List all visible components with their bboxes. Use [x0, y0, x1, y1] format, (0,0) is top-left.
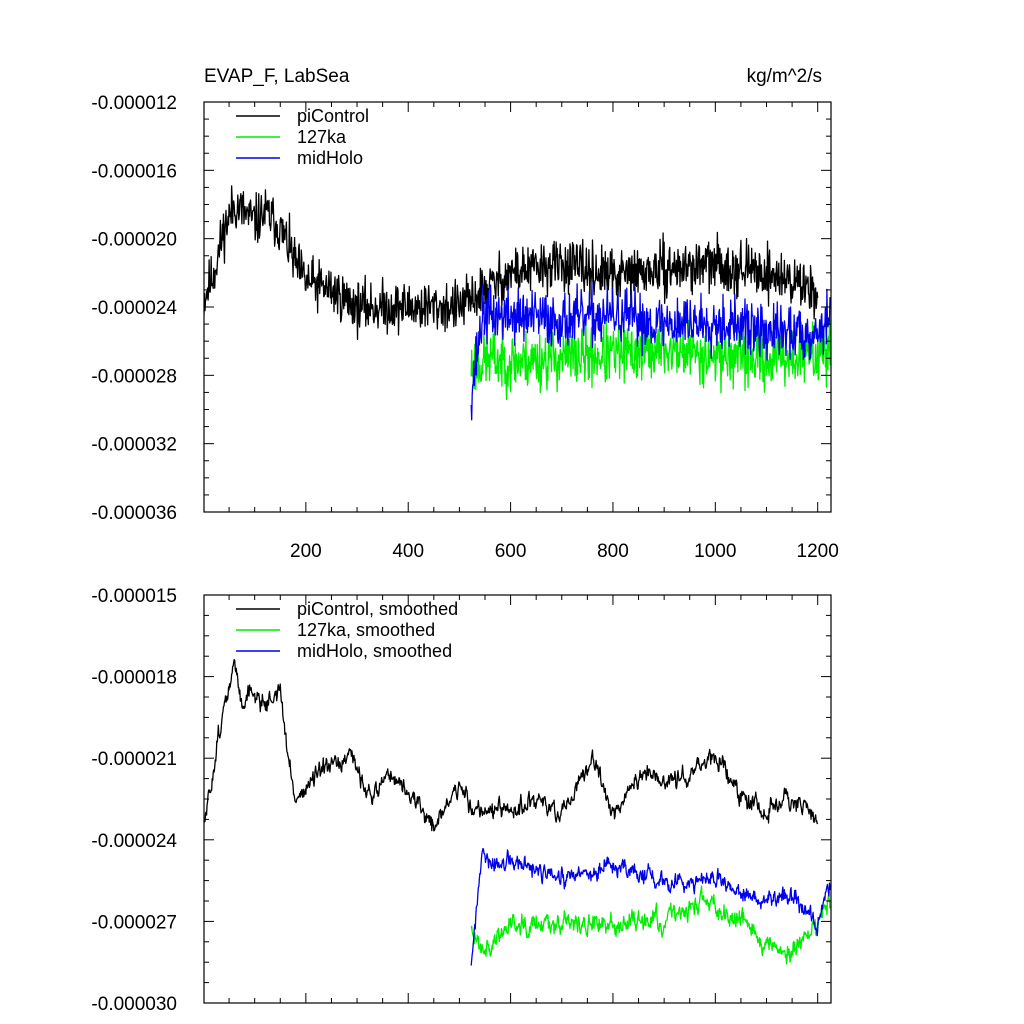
x-tick-label: 1200: [797, 541, 839, 562]
bottom-panel-smoothed: -0.000015 -0.000018 -0.000021 -0.000024 -0.0…: [91, 586, 832, 1015]
y-tick-label: -0.000015: [91, 586, 177, 607]
legend-label: 127ka, smoothed: [297, 620, 435, 640]
y-tick-label: -0.000028: [91, 366, 177, 387]
series-line-midholo: [470, 281, 831, 421]
legend-label: piControl: [297, 106, 369, 126]
x-tick-label: 600: [495, 541, 527, 562]
y-tick-label: -0.000024: [91, 298, 177, 319]
x-tick-label: 200: [290, 541, 322, 562]
x-tick-label: 800: [597, 541, 629, 562]
series-line-picontrol-smoothed: [204, 658, 819, 832]
x-tick-label: 400: [392, 541, 424, 562]
y-tick-label: -0.000027: [91, 912, 177, 933]
x-tick-label: 1000: [694, 541, 736, 562]
legend-label: 127ka: [297, 127, 347, 147]
y-tick-label: -0.000020: [91, 230, 177, 251]
y-tick-label: -0.000024: [91, 831, 177, 852]
units-label: kg/m^2/s: [747, 66, 822, 87]
y-tick-label: -0.000012: [91, 93, 177, 114]
y-tick-label: -0.000021: [91, 749, 177, 770]
legend-label: midHolo, smoothed: [297, 641, 452, 661]
y-tick-label: -0.000016: [91, 161, 177, 182]
series-line-midholo-smoothed: [470, 847, 831, 966]
y-tick-label: -0.000032: [91, 435, 177, 456]
legend-label: midHolo: [297, 148, 363, 168]
y-tick-label: -0.000018: [91, 668, 177, 689]
legend-label: piControl, smoothed: [297, 599, 458, 619]
y-tick-label: -0.000036: [91, 503, 177, 524]
y-tick-label: -0.000030: [91, 994, 177, 1015]
series-line-127ka-smoothed: [470, 885, 831, 965]
series-line-picontrol: [204, 185, 819, 341]
chart-title: EVAP_F, LabSea: [204, 66, 350, 87]
top-panel-raw: 200 400 600 800 1000 1200 -0.000012 -0.000016 -0…: [91, 93, 838, 562]
